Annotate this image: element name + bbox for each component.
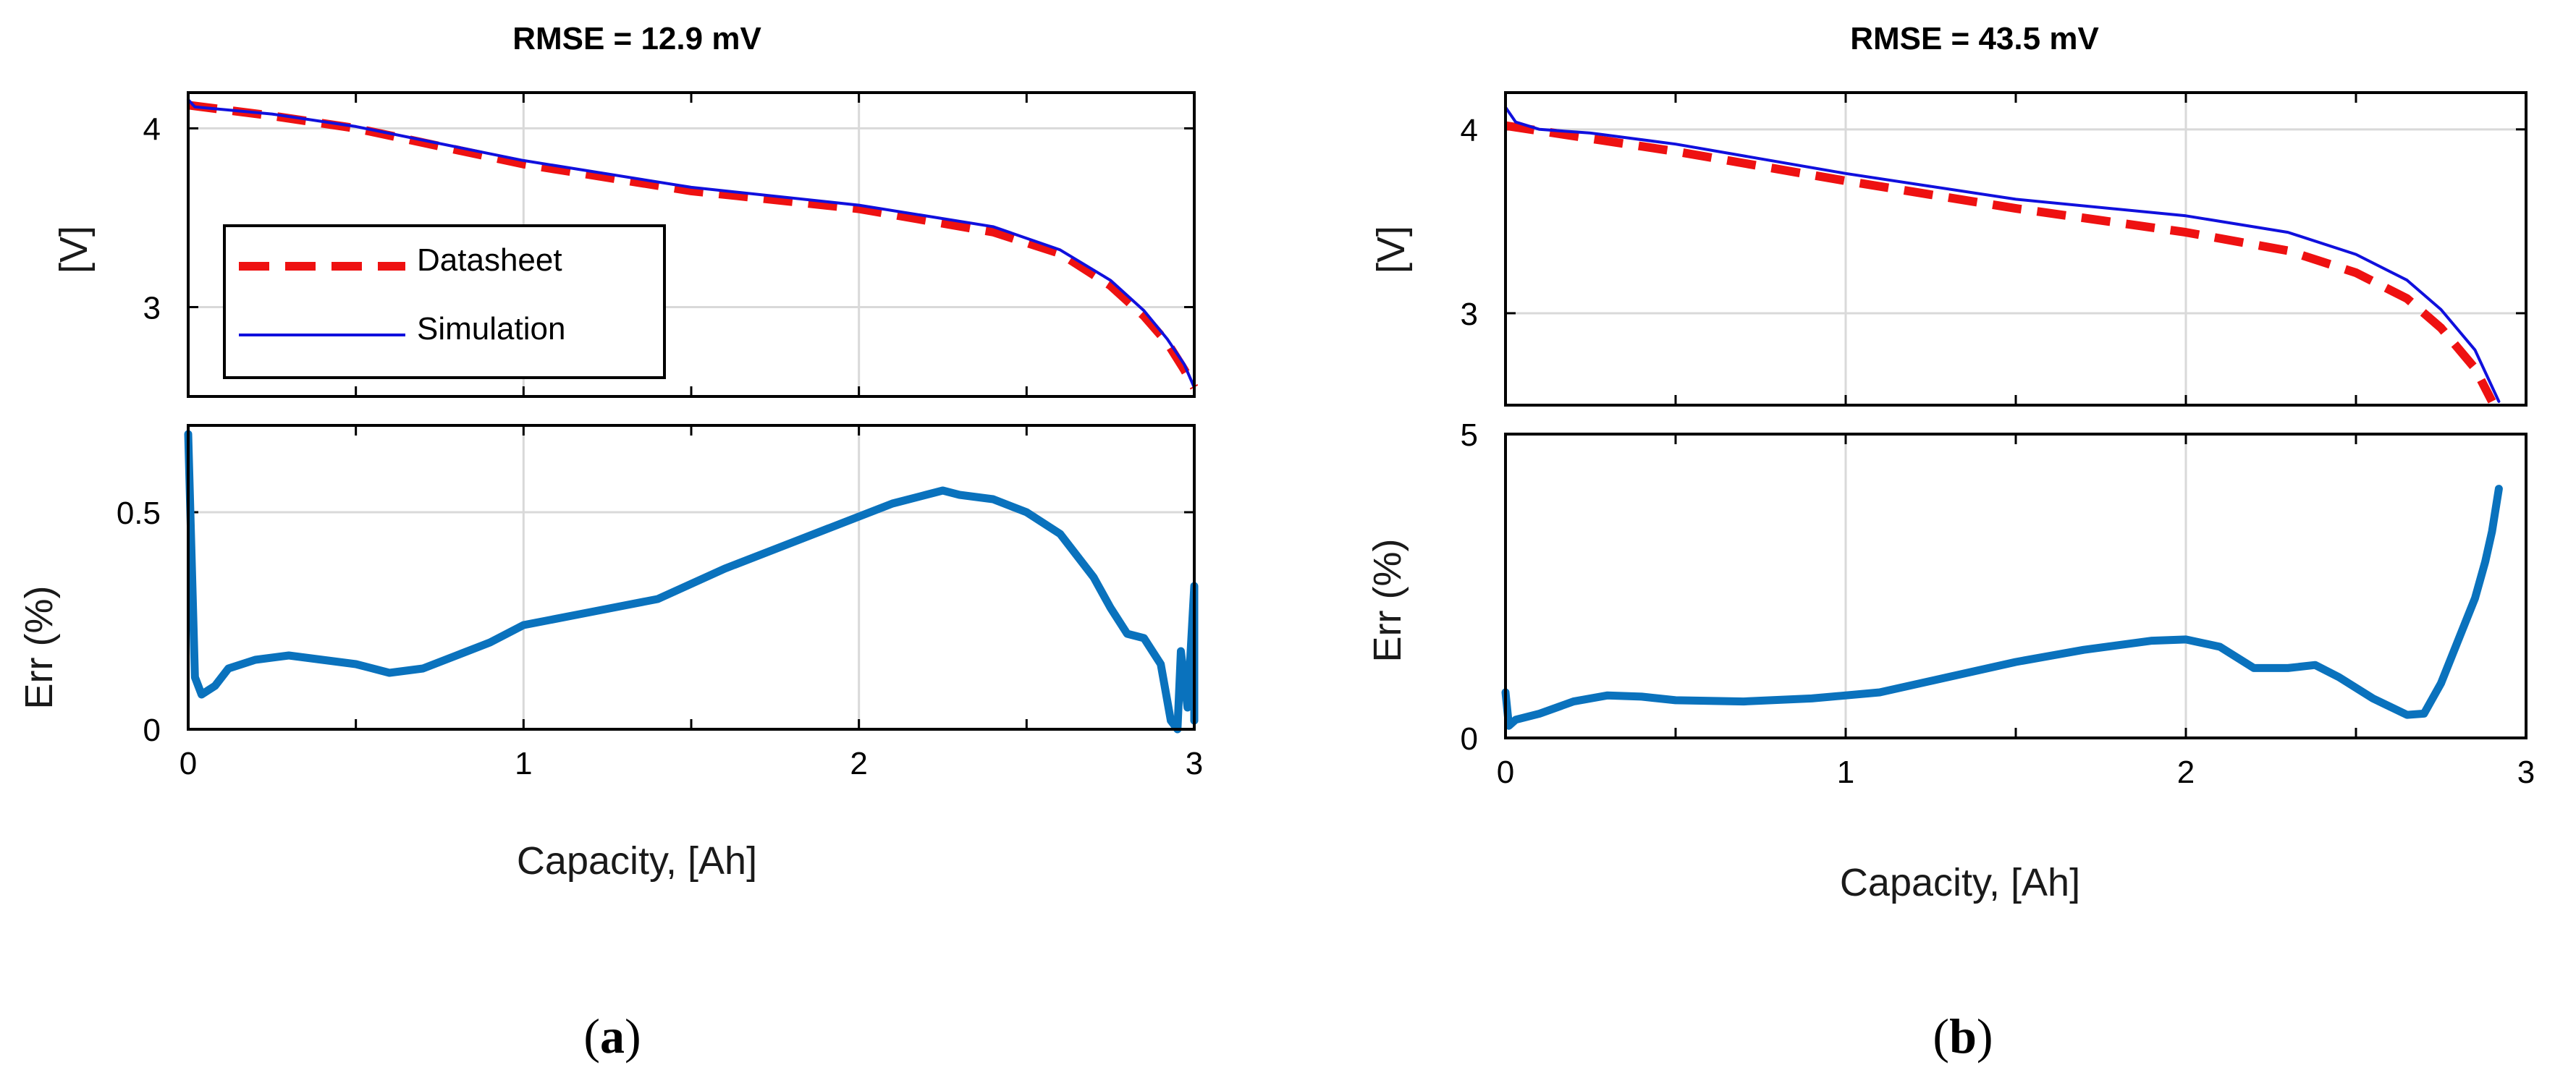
panel-b-voltage-ylabel: [V]: [1369, 226, 1413, 273]
panel-a-voltage-ylabel: [V]: [52, 226, 96, 273]
panel-a-error-xtick-label: 0: [180, 746, 197, 781]
panel-b-voltage-ytick-label: 3: [1461, 297, 1478, 332]
panel-b-error-xtick-label: 1: [1837, 755, 1854, 790]
panel-a-voltage-ytick-label: 3: [143, 290, 161, 326]
panel-b: RMSE = 43.5 mV [V] Err (%) Capacity, [Ah…: [1366, 21, 2099, 1064]
panel-b-series-datasheet: [1505, 121, 2496, 404]
panel-a-voltage-axes: [187, 91, 1196, 398]
legend-simulation-label: Simulation: [417, 311, 565, 347]
panel-a-caption: (a): [583, 1009, 641, 1064]
panel-a-error-xtick-label: 3: [1186, 746, 1203, 781]
panel-a: RMSE = 12.9 mV [V] Err (%) Capacity, [Ah…: [17, 21, 761, 1064]
panel-a-error-ytick-label: 0: [143, 713, 161, 748]
legend-datasheet-label: Datasheet: [417, 242, 562, 278]
panel-b-error-axes: [1504, 433, 2528, 739]
panel-a-voltage-ytick-label: 4: [143, 111, 161, 147]
panel-b-series-error: [1501, 485, 2503, 730]
panel-a-error-ylabel: Err (%): [17, 586, 61, 710]
panel-a-error-xtick-label: 1: [515, 746, 532, 781]
panel-b-error-xtick-label: 3: [2517, 755, 2535, 790]
panel-b-title: RMSE = 43.5 mV: [1850, 21, 2099, 56]
panel-b-error-xtick-label: 2: [2177, 755, 2195, 790]
panel-a-series-simulation: [187, 98, 1196, 389]
panel-a-error-axes: [187, 424, 1196, 731]
panel-a-series-error: [184, 430, 1199, 734]
panel-b-error-ytick-label: 5: [1461, 417, 1478, 453]
panel-a-xlabel: Capacity, [Ah]: [517, 839, 757, 883]
panel-a-title: RMSE = 12.9 mV: [512, 21, 761, 56]
panel-b-voltage-ytick-label: 4: [1461, 113, 1478, 148]
panel-a-series-datasheet: [187, 101, 1199, 390]
panel-b-series-simulation: [1504, 106, 2501, 403]
panel-b-voltage-axes: [1504, 91, 2528, 407]
panel-b-error-xtick-label: 0: [1497, 755, 1514, 790]
panel-a-error-xtick-label: 2: [850, 746, 867, 781]
panel-b-error-ytick-label: 0: [1461, 721, 1478, 757]
chart-marks: 3 4 0 1 2 3 0 0.5 3 4 0 1 2 3 0 5: [117, 91, 2535, 790]
legend-box: [223, 224, 666, 379]
panel-a-error-ytick-label: 0.5: [117, 496, 161, 531]
panel-b-caption: (b): [1933, 1009, 1993, 1064]
panel-b-xlabel: Capacity, [Ah]: [1840, 861, 2080, 904]
panel-b-error-ylabel: Err (%): [1366, 539, 1409, 663]
panel-a-legend: Datasheet Simulation: [223, 224, 666, 379]
